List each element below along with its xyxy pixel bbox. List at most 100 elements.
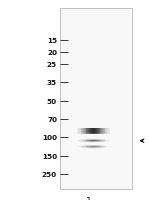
- Bar: [106, 142, 107, 143]
- Bar: [94, 128, 95, 129]
- Bar: [93, 132, 94, 133]
- Bar: [93, 133, 94, 134]
- Bar: [100, 128, 101, 129]
- Bar: [80, 130, 81, 131]
- Bar: [76, 128, 77, 129]
- Bar: [92, 128, 93, 129]
- Bar: [84, 132, 85, 133]
- Bar: [94, 145, 95, 146]
- Bar: [89, 132, 90, 133]
- Bar: [100, 131, 101, 132]
- Bar: [101, 145, 102, 146]
- Bar: [80, 141, 81, 142]
- Text: 50: 50: [47, 98, 57, 104]
- Bar: [108, 131, 109, 132]
- Bar: [103, 148, 104, 149]
- Bar: [99, 129, 100, 130]
- Bar: [106, 131, 107, 132]
- Bar: [100, 147, 101, 148]
- Bar: [86, 145, 87, 146]
- Bar: [99, 146, 100, 147]
- Bar: [103, 128, 104, 129]
- Bar: [105, 142, 106, 143]
- Bar: [100, 142, 101, 143]
- Bar: [79, 132, 80, 133]
- Bar: [87, 132, 88, 133]
- Bar: [96, 131, 97, 132]
- Bar: [86, 132, 87, 133]
- Bar: [99, 132, 100, 133]
- Bar: [79, 146, 80, 147]
- Bar: [102, 148, 103, 149]
- Bar: [81, 130, 82, 131]
- Bar: [108, 146, 109, 147]
- Bar: [105, 145, 106, 146]
- Bar: [96, 146, 97, 147]
- Bar: [85, 139, 86, 140]
- Bar: [90, 128, 91, 129]
- Bar: [78, 148, 79, 149]
- Bar: [98, 128, 99, 129]
- Bar: [105, 128, 106, 129]
- Bar: [94, 129, 95, 130]
- Bar: [97, 139, 98, 140]
- Bar: [94, 140, 95, 141]
- Bar: [102, 132, 103, 133]
- Bar: [102, 130, 103, 131]
- Bar: [90, 142, 91, 143]
- Bar: [100, 130, 101, 131]
- Bar: [107, 132, 108, 133]
- Bar: [86, 147, 87, 148]
- Bar: [78, 139, 79, 140]
- Bar: [108, 145, 109, 146]
- Bar: [84, 139, 85, 140]
- Bar: [80, 142, 81, 143]
- Bar: [93, 142, 94, 143]
- Bar: [94, 139, 95, 140]
- Text: 15: 15: [47, 38, 57, 44]
- Bar: [85, 131, 86, 132]
- Bar: [109, 132, 110, 133]
- Bar: [85, 142, 86, 143]
- Bar: [106, 146, 107, 147]
- Bar: [81, 129, 82, 130]
- Bar: [101, 139, 102, 140]
- Bar: [76, 129, 77, 130]
- Bar: [106, 140, 107, 141]
- Bar: [98, 146, 99, 147]
- Bar: [86, 142, 87, 143]
- Bar: [84, 130, 85, 131]
- Bar: [77, 145, 78, 146]
- Bar: [97, 132, 98, 133]
- Bar: [107, 132, 108, 133]
- Bar: [82, 132, 83, 133]
- Bar: [105, 141, 106, 142]
- Bar: [108, 140, 109, 141]
- Bar: [79, 129, 80, 130]
- Bar: [91, 131, 92, 132]
- Bar: [89, 129, 90, 130]
- Bar: [102, 131, 103, 132]
- Bar: [90, 146, 91, 147]
- Bar: [100, 141, 101, 142]
- Bar: [87, 148, 88, 149]
- Bar: [77, 147, 78, 148]
- Bar: [98, 132, 99, 133]
- Bar: [93, 139, 94, 140]
- Bar: [102, 140, 103, 141]
- Bar: [79, 142, 80, 143]
- Bar: [106, 147, 107, 148]
- Bar: [107, 148, 108, 149]
- Bar: [86, 131, 87, 132]
- Bar: [83, 131, 84, 132]
- Bar: [92, 131, 93, 132]
- Bar: [107, 142, 108, 143]
- Text: 250: 250: [42, 171, 57, 177]
- Bar: [77, 146, 78, 147]
- Bar: [83, 139, 84, 140]
- Bar: [102, 146, 103, 147]
- Bar: [81, 148, 82, 149]
- Bar: [89, 130, 90, 131]
- Bar: [87, 133, 88, 134]
- Bar: [87, 145, 88, 146]
